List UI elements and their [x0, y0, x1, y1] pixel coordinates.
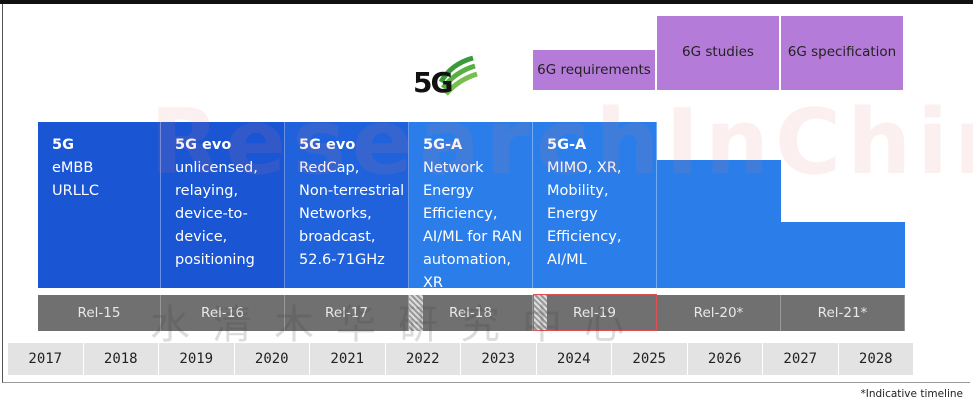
feature-block: 5G evo unlicensed, relaying, device-to- d…	[161, 122, 285, 288]
feature-block: 5G-A MIMO, XR, Mobility, Energy Efficienc…	[533, 122, 657, 288]
block-title: 5G evo	[299, 137, 356, 153]
block-features: unlicensed, relaying, device-to- device,…	[175, 160, 258, 268]
5g-logo-icon	[438, 55, 478, 96]
year-2023: 2023	[461, 343, 537, 375]
watermark-chinese: 水清木华研究中心	[150, 302, 646, 348]
feature-block: 5G evo RedCap, Non-terrestrial Networks, …	[285, 122, 409, 288]
rel-19-highlight	[533, 294, 657, 331]
year-2024: 2024	[536, 343, 612, 375]
release-rel-17: Rel-17	[285, 295, 409, 331]
release-rel-20: Rel-20*	[657, 295, 781, 331]
logo-5g: 5G	[413, 52, 483, 100]
feature-block: 5G eMBB URLLC	[38, 122, 161, 288]
year-2021: 2021	[310, 343, 386, 375]
year-2019: 2019	[159, 343, 235, 375]
release-rel-19: Rel-19	[533, 295, 657, 331]
release-rel-21: Rel-21*	[781, 295, 905, 331]
block-title: 5G-A	[423, 137, 463, 153]
year-2026: 2026	[687, 343, 763, 375]
rel-19-overlap-hatch	[533, 295, 547, 331]
block-features: eMBB URLLC	[52, 160, 99, 199]
top-border	[0, 0, 973, 4]
year-2025: 2025	[612, 343, 688, 375]
6g-requirements-box: 6G requirements	[533, 50, 657, 90]
diagram-frame	[2, 4, 970, 383]
6g-specification-box: 6G specification	[781, 16, 905, 90]
block-features: RedCap, Non-terrestrial Networks, broadc…	[299, 160, 405, 268]
year-2020: 2020	[234, 343, 310, 375]
release-rel-15: Rel-15	[38, 295, 161, 331]
rel-18-overlap-hatch	[409, 295, 423, 331]
block-title: 5G-A	[547, 137, 587, 153]
watermark-latin: ResearchInChina	[150, 90, 973, 195]
feature-block: 5G-A Network Energy Efficiency, AI/ML for…	[409, 122, 533, 291]
block-title: 5G evo	[175, 137, 232, 153]
year-2018: 2018	[83, 343, 159, 375]
year-2028: 2028	[838, 343, 914, 375]
block-features: MIMO, XR, Mobility, Energy Efficiency, A…	[547, 160, 622, 268]
block-features: Network Energy Efficiency, AI/ML for RAN…	[423, 160, 523, 291]
year-2022: 2022	[385, 343, 461, 375]
release-rel-18: Rel-18	[409, 295, 533, 331]
block-title: 5G	[52, 137, 74, 153]
5g-advanced-bar-2027	[781, 222, 905, 288]
release-rel-16: Rel-16	[161, 295, 285, 331]
year-2027: 2027	[763, 343, 839, 375]
6g-studies-box: 6G studies	[657, 16, 781, 90]
year-2017: 2017	[8, 343, 84, 375]
footnote: *Indicative timeline	[860, 388, 963, 400]
5g-advanced-bar-2026	[657, 160, 781, 288]
